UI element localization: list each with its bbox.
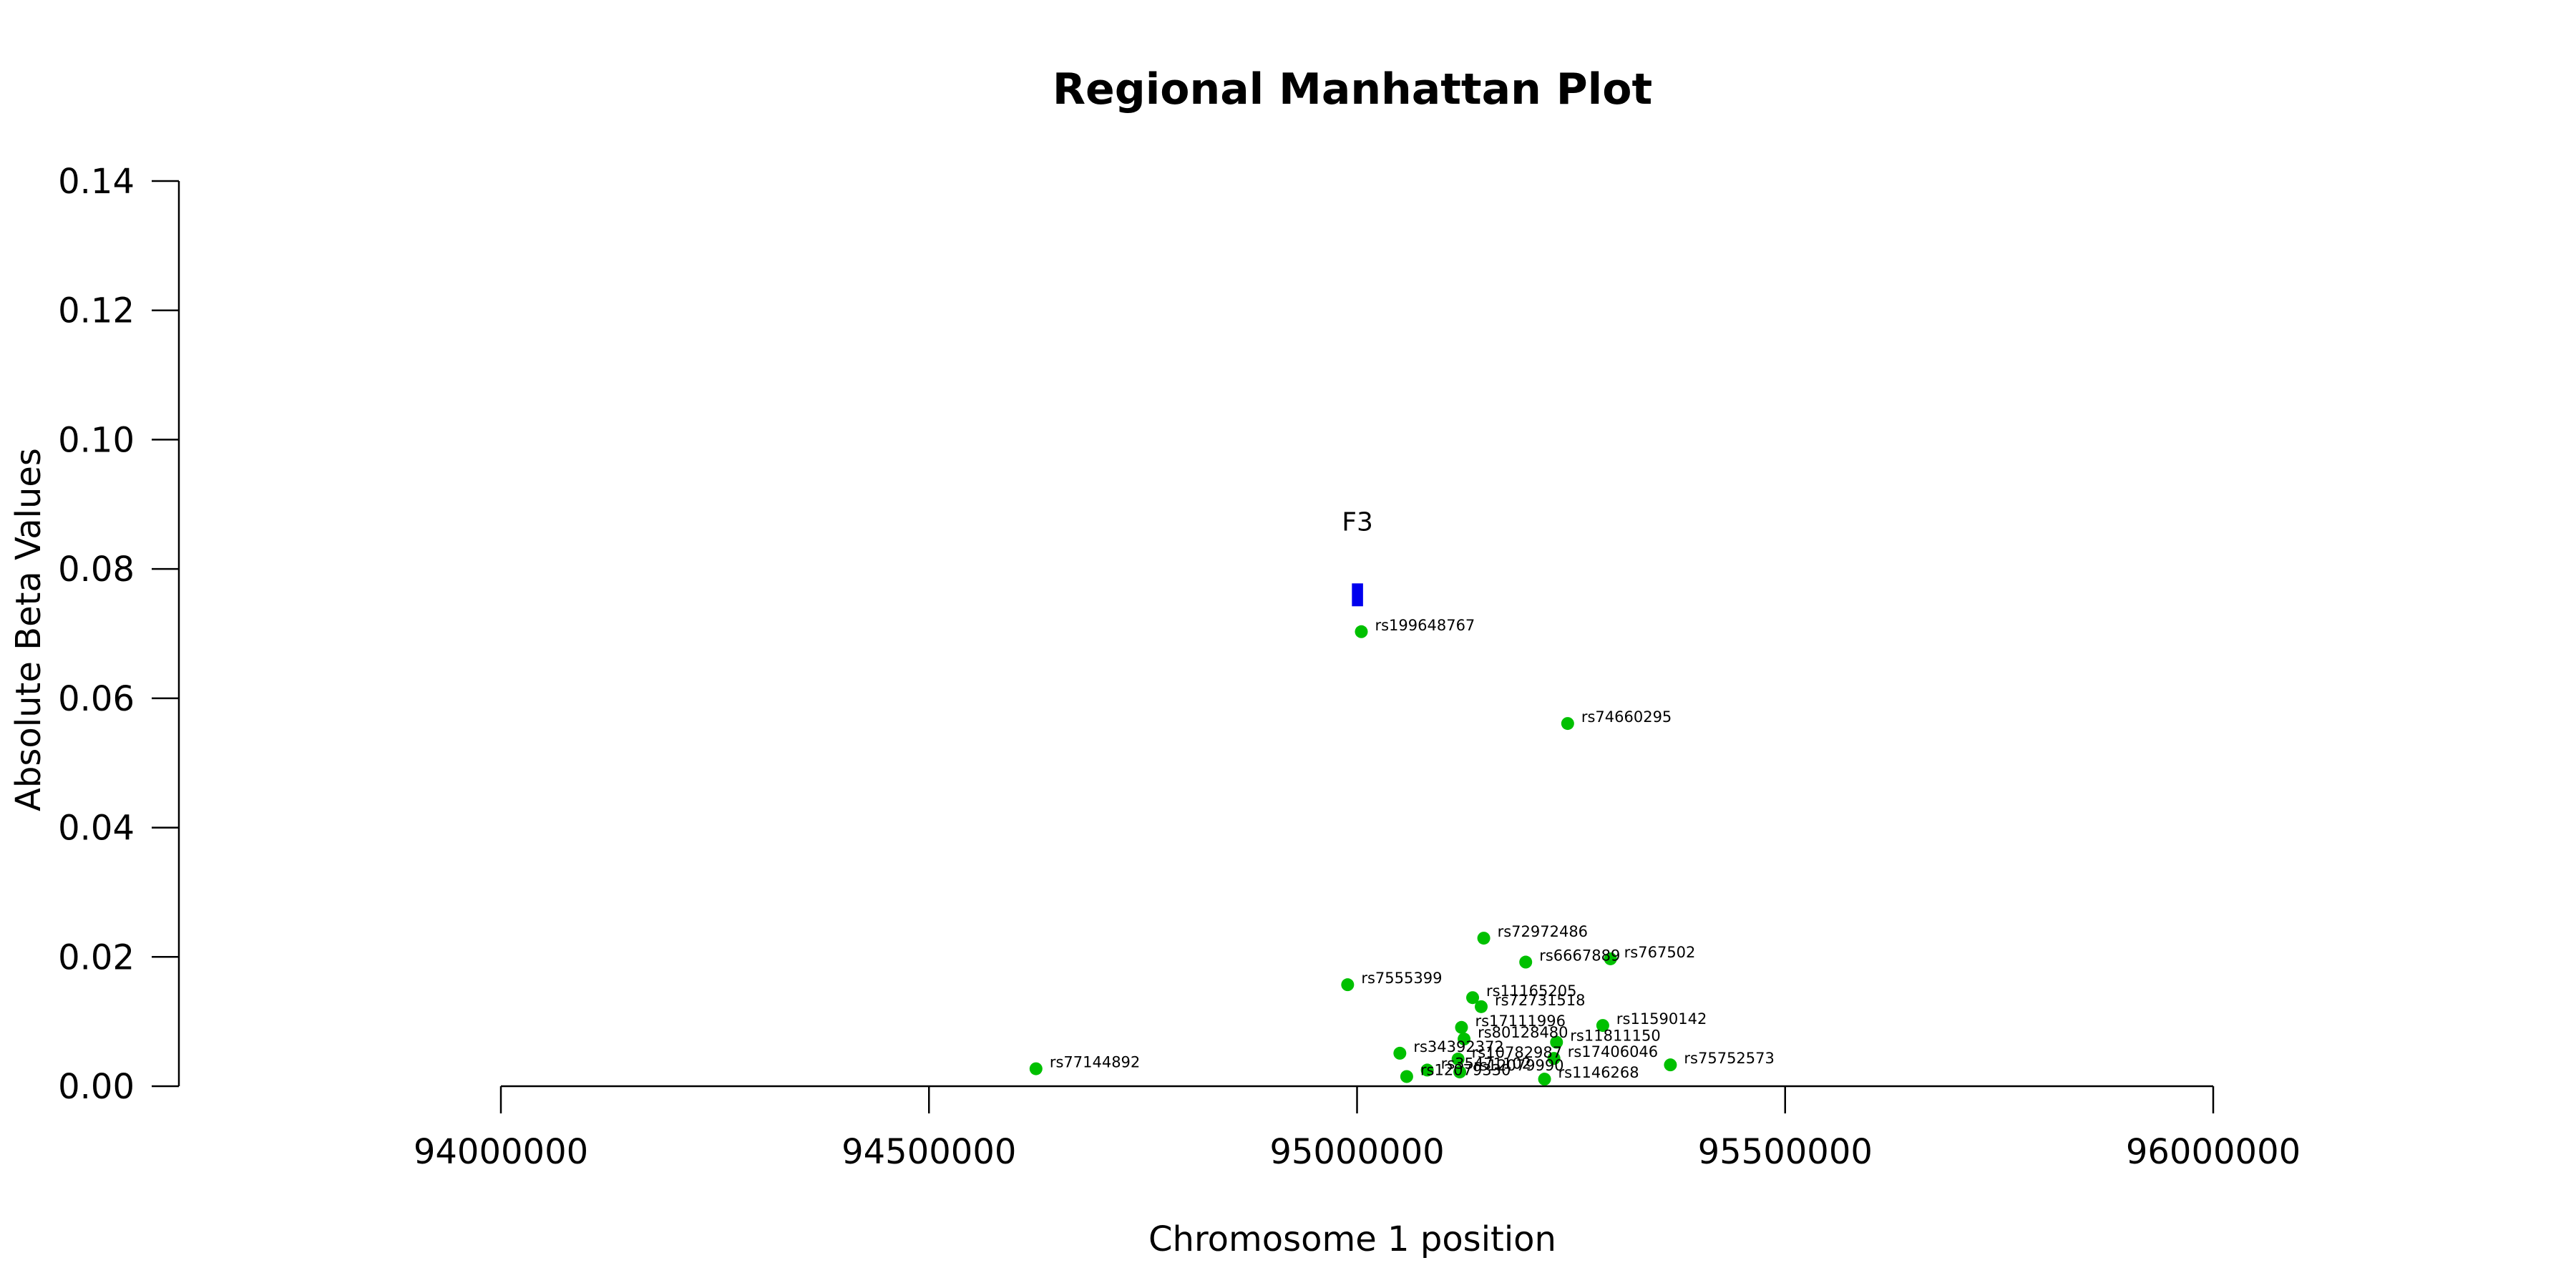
snp-label: rs74660295 [1581,708,1672,726]
snp-point [1455,1020,1468,1034]
snp-point [1477,932,1491,945]
snp-label: rs199648767 [1375,617,1475,634]
snp-point [1538,1073,1551,1086]
y-axis-label: Absolute Beta Values [9,448,49,811]
snp-label: rs17406046 [1568,1043,1658,1060]
x-tick-label: 96000000 [2126,1132,2301,1172]
x-tick-label: 95000000 [1269,1132,1444,1172]
y-tick-label: 0.02 [58,937,135,977]
snp-point [1420,1063,1434,1077]
snp-labels: rs199648767 rs74660295 rs72972486 rs6667889… [1050,617,1775,1081]
y-tick-label: 0.14 [58,162,135,202]
gene-bar [1352,583,1363,607]
snp-point [1453,1065,1467,1079]
snp-label: rs6667889 [1539,947,1620,965]
x-axis-label: Chromosome 1 position [1148,1219,1556,1259]
y-tick-label: 0.06 [58,679,135,719]
snp-point [1604,952,1617,965]
y-tick-label: 0.10 [58,420,135,460]
gene-annotation: F3 [1342,507,1373,607]
snp-point [1341,978,1355,992]
snp-label: rs12079990 [1473,1057,1563,1074]
snp-label: rs75752573 [1684,1050,1774,1067]
snp-point [1474,1000,1488,1013]
snp-point [1547,1052,1561,1065]
snp-label: rs1146268 [1558,1064,1639,1081]
x-tick-label: 94000000 [414,1132,588,1172]
snp-label: rs11590142 [1616,1010,1707,1028]
y-tick-label: 0.12 [58,291,135,331]
snp-point [1451,1053,1465,1066]
snp-point [1400,1070,1413,1083]
snp-points [1029,625,1677,1086]
snp-label: rs80128480 [1478,1024,1568,1041]
y-tick-label: 0.00 [58,1067,135,1107]
y-tick-label: 0.08 [58,550,135,590]
snp-label: rs17111996 [1475,1013,1565,1030]
snp-point [1561,717,1574,731]
snp-label: rs11165205 [1486,982,1576,1000]
snp-point [1664,1058,1677,1072]
x-axis-ticks: 94000000 94500000 95000000 95500000 96000000 [414,1086,2301,1172]
snp-label: rs12079330 [1420,1061,1511,1078]
snp-point [1466,991,1480,1005]
snp-label: rs767502 [1624,944,1696,961]
snp-label: rs72972486 [1498,923,1588,940]
snp-point [1596,1019,1609,1033]
snp-label: rs77144892 [1050,1054,1140,1071]
gene-label: F3 [1342,507,1373,537]
snp-label: rs72731518 [1495,992,1585,1009]
y-tick-label: 0.04 [58,809,135,849]
x-tick-label: 95500000 [1698,1132,1873,1172]
snp-point [1519,955,1533,969]
chart-title: Regional Manhattan Plot [1053,64,1652,114]
snp-point [1458,1033,1471,1046]
x-tick-label: 94500000 [841,1132,1016,1172]
snp-label: rs7555399 [1361,970,1442,987]
snp-point [1550,1035,1563,1049]
snp-label: rs34392372 [1413,1038,1503,1055]
snp-label: rs10782987 [1472,1044,1562,1061]
snp-label: rs35471102 [1441,1055,1531,1072]
y-axis-ticks: 0.00 0.02 0.04 0.06 0.08 0.10 0.12 0.14 [58,162,179,1107]
snp-label: rs11811150 [1570,1028,1660,1045]
snp-point [1029,1062,1043,1075]
snp-point [1393,1046,1407,1060]
snp-point [1355,625,1368,638]
